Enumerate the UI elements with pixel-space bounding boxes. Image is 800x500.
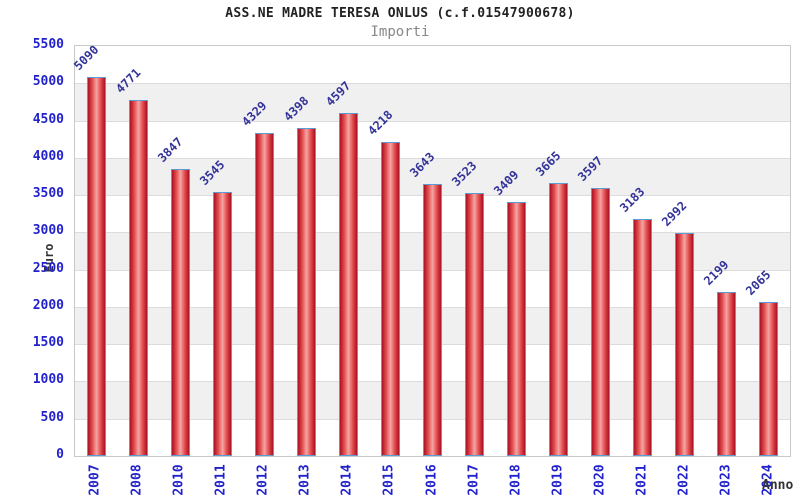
y-tick-label: 4500 [32, 111, 64, 127]
y-tick-label: 500 [40, 409, 64, 425]
bar-column: 4398 [281, 46, 327, 456]
x-tick-label: 2012 [255, 464, 271, 496]
x-tick-label: 2010 [171, 464, 187, 496]
bar-value-label: 4398 [280, 93, 312, 125]
x-tick-label: 2011 [213, 464, 229, 496]
bar-column: 5090 [71, 42, 117, 456]
bar-value-label: 4597 [322, 78, 354, 110]
bar-value-label: 3545 [196, 157, 228, 188]
y-tick-label: 4000 [32, 148, 64, 164]
bar-value-label: 3183 [617, 184, 648, 215]
bar [549, 182, 569, 456]
y-tick-label: 2000 [32, 297, 64, 313]
bar-value-label: 4329 [238, 98, 270, 130]
bar-column: 3665 [533, 46, 580, 456]
x-tick-label: 2007 [87, 464, 103, 496]
y-tick-label: 2500 [32, 260, 64, 276]
bar [338, 113, 358, 456]
bar-column: 4329 [239, 46, 285, 456]
y-tick-label: 5000 [32, 74, 64, 90]
x-tick-label: 2015 [381, 464, 397, 496]
bar [422, 184, 442, 456]
bar-value-label: 2199 [701, 257, 732, 289]
x-tick-label: 2016 [424, 464, 439, 496]
bar-value-label: 4218 [365, 107, 396, 138]
bar [759, 302, 779, 456]
bar-column: 3597 [575, 46, 622, 456]
y-tick-label: 1500 [32, 335, 64, 351]
bar [128, 100, 148, 456]
y-tick-label: 3000 [32, 223, 64, 239]
bar [212, 191, 232, 456]
y-tick-label: 1000 [32, 372, 64, 388]
bar [465, 193, 485, 456]
gridline [75, 157, 790, 159]
x-tick-label: 2013 [297, 464, 313, 496]
bar-value-label: 3665 [533, 148, 564, 179]
x-tick-label: 2023 [718, 464, 734, 496]
bar-column: 4771 [113, 46, 159, 456]
bar-value-label: 3597 [575, 153, 606, 184]
bar-value-label: 3409 [491, 167, 522, 198]
plot-area: 5090 4771 3847 3545 4329 4398 4597 4218 3643 3523… [71, 42, 791, 457]
bar [507, 201, 527, 456]
bar [170, 169, 190, 456]
y-tick-label: 3500 [32, 186, 64, 202]
x-tick-label: 2019 [550, 464, 566, 496]
bar-column: 3183 [617, 46, 664, 456]
x-tick-label: 2014 [339, 464, 355, 496]
bar [296, 128, 316, 456]
bar-column: 2199 [701, 46, 748, 456]
bar [633, 218, 653, 456]
bar-value-label: 2992 [659, 198, 690, 229]
bar-column: 3847 [155, 46, 201, 456]
x-tick-label: 2017 [466, 464, 482, 496]
y-tick-label: 0 [56, 447, 64, 462]
x-tick-label: 2021 [634, 464, 650, 496]
bar-column: 2992 [659, 46, 706, 456]
bar-value-label: 4771 [112, 66, 144, 97]
bar-value-label: 5090 [70, 42, 101, 73]
bar-value-label: 2065 [743, 267, 774, 299]
bar-value-label: 3847 [154, 134, 186, 166]
chart-title: ASS.NE MADRE TERESA ONLUS (c.f.015479006… [225, 6, 575, 21]
x-tick-label: 2020 [592, 464, 608, 496]
x-axis-tick-labels: 2007 2008 2010 2011 2012 2013 2014 2015 2016 2017… [74, 458, 791, 500]
bar [254, 133, 274, 456]
chart-subtitle: Importi [370, 24, 430, 40]
x-tick-label: 2018 [508, 464, 524, 496]
gridline [75, 83, 790, 85]
bar [591, 187, 611, 456]
bar-value-label: 3643 [407, 150, 438, 181]
bar [717, 292, 737, 456]
x-tick-label: 2022 [676, 464, 692, 496]
bar [380, 141, 400, 456]
x-tick-label: 2008 [129, 464, 145, 496]
x-axis-title: Anno [762, 478, 794, 493]
bar-column: 3643 [407, 46, 453, 456]
background-band [75, 83, 790, 121]
bar [86, 76, 106, 456]
y-tick-label: 5500 [32, 37, 64, 52]
bar-value-label: 3523 [449, 159, 480, 190]
bar-column: 4218 [365, 46, 411, 456]
gridline [75, 120, 790, 122]
bar-column: 4597 [323, 46, 369, 456]
bar-column: 3523 [449, 46, 496, 456]
y-axis-tick-labels: 0 500 1000 1500 2000 2500 3000 3500 4000 4500 5000… [0, 37, 68, 462]
bar [675, 232, 695, 456]
bar-column: 2065 [744, 46, 790, 456]
bar-column: 3409 [491, 46, 538, 456]
bar-column: 3545 [197, 46, 243, 456]
